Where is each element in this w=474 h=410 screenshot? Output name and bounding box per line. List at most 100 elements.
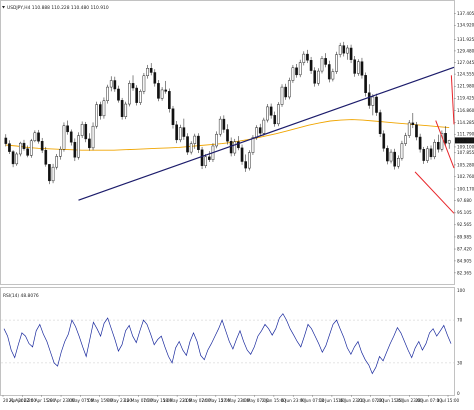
candle-body [284,86,287,98]
candle-body [66,125,69,133]
candle [48,164,51,185]
candle [298,59,302,78]
candle [200,146,204,170]
candle-body [324,58,327,65]
candle-body [8,143,11,152]
candle [378,109,382,138]
price-tick-label: 116.860 [457,108,474,113]
candle-body [295,67,298,76]
candle-body [349,47,353,60]
candle-body [255,127,258,138]
candle [389,149,393,164]
candle [371,94,375,116]
candle [62,122,66,152]
candle [240,144,244,165]
candle-body [262,119,266,134]
candle [342,41,346,57]
candle-body [266,106,269,121]
rsi-tick-label: 100 [457,288,465,293]
candle [91,122,95,151]
candle-body [164,89,168,92]
candle-body [309,60,313,71]
candle-body [149,68,153,73]
candle-body [240,147,244,162]
candle-body [269,106,273,116]
candle [4,134,8,147]
price-tick-label: 105.280 [457,162,474,167]
candle [226,124,229,145]
candle-body [128,83,131,105]
candle [262,117,266,136]
candle-body [160,89,164,99]
trendline [78,66,455,201]
current-price-badge: 110.480 [455,137,474,144]
candle-body [218,118,222,135]
candle-body [40,141,44,151]
candle-body [73,141,77,158]
candle-body [407,122,411,136]
candle [168,88,171,113]
candle [280,84,284,107]
candle [418,133,422,153]
candle-body [59,149,62,157]
candle [197,133,200,154]
rsi-tick-label: 30 [457,360,463,365]
rsi-layer [3,313,452,375]
candle [415,121,418,141]
candle [131,75,135,91]
candle [309,56,313,74]
time-tick-label: 18 May 23:00 [163,398,192,403]
price-tick-label: 137.405 [457,11,474,16]
candle [269,103,273,119]
candle [88,133,91,151]
candle-body [436,141,440,150]
candle [222,115,226,133]
candle [77,132,80,160]
candle [160,87,164,101]
candle [15,152,19,166]
candle [153,69,157,87]
candle-body [19,142,22,155]
rsi-tick-label: 70 [457,318,463,323]
candle-body [247,152,251,169]
candle [98,101,102,120]
candle [120,97,124,120]
candle-body [335,54,338,72]
candle [178,124,182,143]
candle [135,85,138,106]
price-tick-label: 111.790 [457,132,474,137]
collapse-triangle-icon[interactable] [2,6,5,9]
candle-body [306,53,309,61]
candle-body [429,148,433,158]
candle-body [80,124,84,136]
candle [215,131,218,149]
candle-body [237,141,240,149]
candle-body [327,64,331,80]
main-panel-frame [0,0,455,285]
candle [273,111,277,127]
candle [327,60,331,83]
candle [208,151,211,162]
candle [407,120,411,138]
price-tick-label: 89.985 [457,234,472,239]
candle-body [375,96,378,113]
price-badge-bg [455,137,474,144]
candle [306,49,309,64]
candle [33,130,37,143]
candle-body [135,87,138,103]
price-tick-label: 95.105 [457,210,472,215]
candle [444,126,447,146]
candle [364,72,367,97]
candle-body [393,151,396,167]
candle-body [11,151,15,165]
drawn-lines-layer [78,66,455,214]
rsi-axis: 100 70 30 0 [1,288,465,396]
candle-body [313,70,317,84]
candle-body [15,153,19,165]
candle-body [29,140,33,156]
candle [324,53,327,68]
time-tick-label: 21 Apr 07:00 [9,398,37,403]
candle [73,138,77,162]
time-tick-label: 27 May 23:00 [221,398,250,403]
